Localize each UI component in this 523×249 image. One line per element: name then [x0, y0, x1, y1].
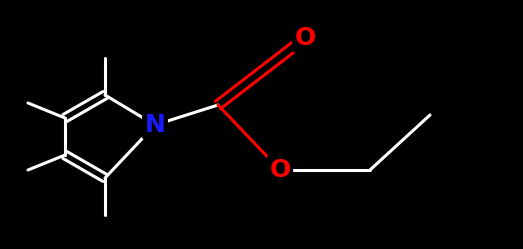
- Text: N: N: [144, 113, 165, 137]
- Text: O: O: [269, 158, 291, 182]
- Text: O: O: [294, 26, 315, 50]
